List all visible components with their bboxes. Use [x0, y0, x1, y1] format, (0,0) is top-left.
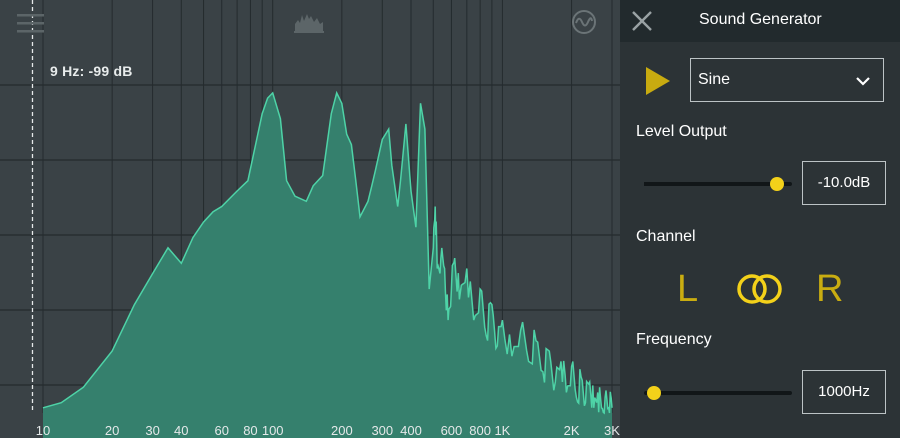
play-icon[interactable] — [644, 66, 672, 96]
menu-icon[interactable] — [17, 12, 45, 34]
waveform-select[interactable]: Sine — [690, 58, 884, 102]
spectrum-line — [42, 90, 613, 415]
x-tick-label: 20 — [105, 423, 119, 438]
frequency-label: Frequency — [636, 331, 712, 348]
x-tick-label: 1K — [494, 423, 510, 438]
waveform-select-value: Sine — [698, 71, 731, 88]
x-tick-label: 80 — [243, 423, 257, 438]
x-tick-label: 2K — [564, 423, 580, 438]
x-tick-label: 400 — [400, 423, 422, 438]
x-tick-label: 30 — [145, 423, 159, 438]
level-value-field[interactable]: -10.0dB — [802, 161, 886, 205]
x-tick-label: 200 — [331, 423, 353, 438]
x-tick-label: 300 — [371, 423, 393, 438]
level-slider[interactable] — [644, 177, 792, 191]
channel-left-button[interactable]: L — [677, 268, 699, 310]
frequency-slider[interactable] — [644, 386, 792, 400]
x-tick-label: 100 — [262, 423, 284, 438]
level-slider-thumb[interactable] — [769, 177, 784, 191]
spectrum-area — [43, 92, 612, 438]
sound-generator-panel: Sound Generator Sine Level Output -10.0d… — [620, 0, 900, 438]
x-tick-label: 10 — [36, 423, 50, 438]
x-tick-label: 600 — [441, 423, 463, 438]
spectrum-icon[interactable] — [294, 10, 324, 34]
spectrum-analyzer[interactable]: 10 20 30 40 60 80 100 200 300 400 600 800 1K 2K 3K 9 H… — [0, 0, 620, 438]
cursor-readout: 9 Hz: -99 dB — [50, 63, 133, 79]
chevron-down-icon — [855, 74, 871, 92]
panel-title: Sound Generator — [699, 11, 822, 28]
x-tick-label: 800 — [469, 423, 491, 438]
waveform-icon[interactable] — [571, 9, 597, 35]
channel-right-button[interactable]: R — [816, 268, 844, 310]
stereo-link-icon[interactable] — [736, 272, 784, 306]
level-output-label: Level Output — [636, 123, 727, 140]
frequency-value-field[interactable]: 1000Hz — [802, 370, 886, 414]
x-tick-label: 3K — [604, 423, 620, 438]
close-icon[interactable] — [628, 7, 656, 35]
panel-header: Sound Generator — [620, 0, 900, 42]
spectrum-chart: 10 20 30 40 60 80 100 200 300 400 600 800 1K 2K 3K — [0, 0, 620, 438]
frequency-slider-thumb[interactable] — [647, 386, 661, 400]
channel-label: Channel — [636, 228, 696, 245]
x-tick-label: 60 — [215, 423, 229, 438]
x-tick-label: 40 — [174, 423, 188, 438]
